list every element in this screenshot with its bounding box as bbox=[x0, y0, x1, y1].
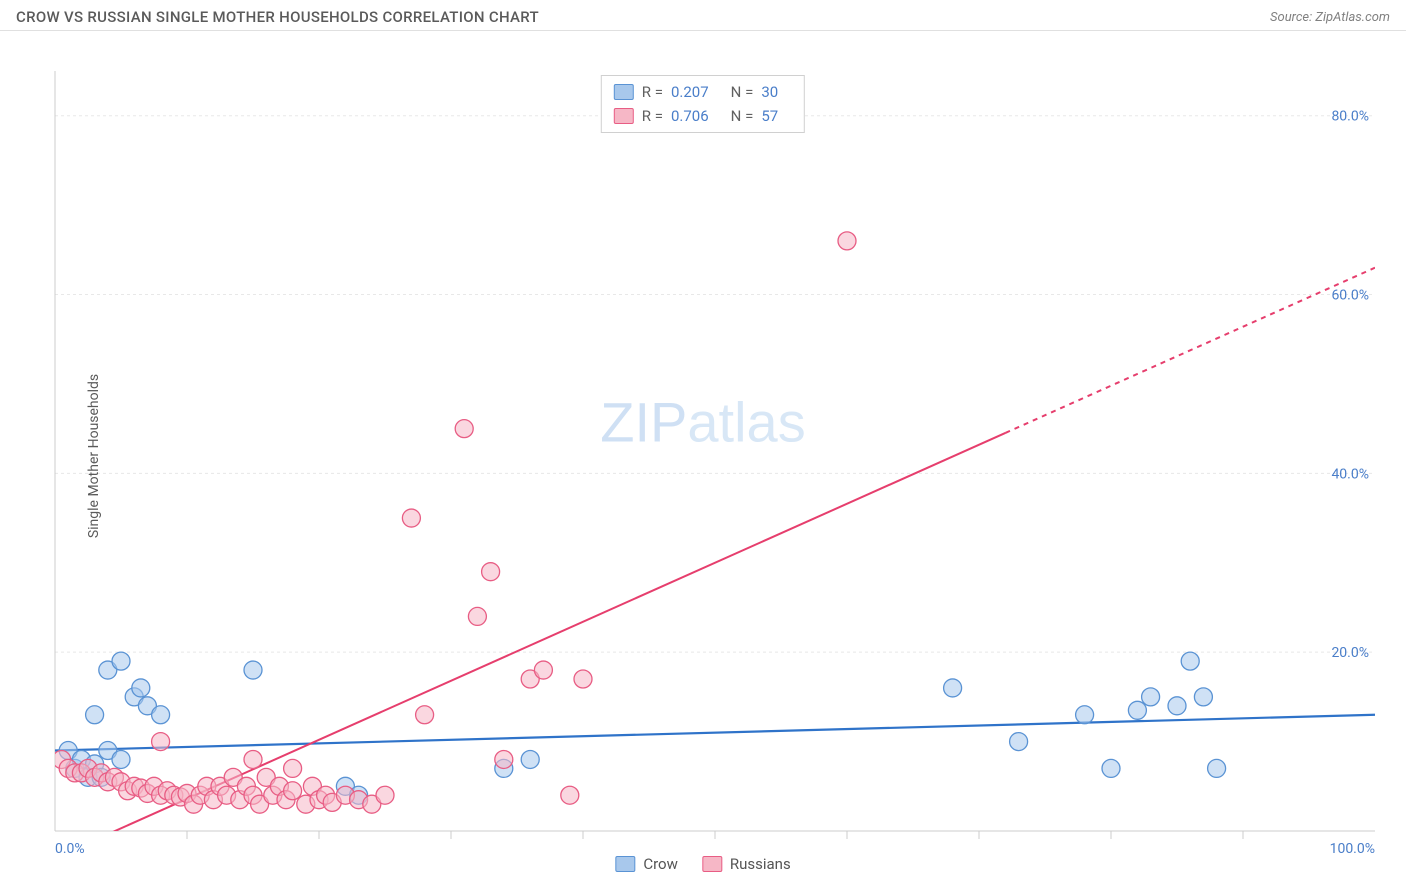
legend-series-label: Russians bbox=[730, 855, 791, 873]
legend-n-label: N = bbox=[731, 80, 754, 104]
svg-text:100.0%: 100.0% bbox=[1330, 841, 1375, 857]
legend-series-item: Crow bbox=[615, 855, 678, 873]
legend-r-label: R = bbox=[642, 80, 663, 104]
svg-text:0.0%: 0.0% bbox=[55, 841, 85, 857]
y-axis-label: Single Mother Households bbox=[86, 374, 102, 538]
legend-r-value: 0.706 bbox=[671, 104, 709, 128]
legend-r-value: 0.207 bbox=[671, 80, 709, 104]
scatter-chart: 20.0% 40.0% 60.0% 80.0% 0.0% 100.0% bbox=[0, 31, 1406, 861]
legend-series-item: Russians bbox=[702, 855, 791, 873]
svg-text:60.0%: 60.0% bbox=[1331, 288, 1369, 304]
legend-correlation-row: R = 0.706 N = 57 bbox=[614, 104, 792, 128]
legend-swatch bbox=[614, 84, 634, 100]
chart-title: CROW VS RUSSIAN SINGLE MOTHER HOUSEHOLDS… bbox=[16, 8, 539, 26]
legend-series-label: Crow bbox=[643, 855, 678, 873]
chart-area: Single Mother Households ZIPatlas 20.0%4… bbox=[0, 31, 1406, 881]
legend-correlation-row: R = 0.207 N = 30 bbox=[614, 80, 792, 104]
legend-n-value: 30 bbox=[761, 80, 778, 104]
legend-r-label: R = bbox=[642, 104, 663, 128]
svg-text:20.0%: 20.0% bbox=[1331, 645, 1369, 661]
source-label: Source: ZipAtlas.com bbox=[1270, 10, 1390, 25]
svg-text:40.0%: 40.0% bbox=[1331, 466, 1369, 482]
legend-swatch bbox=[614, 108, 634, 124]
legend-n-value: 57 bbox=[761, 104, 778, 128]
legend-swatch bbox=[615, 856, 635, 872]
legend-series: Crow Russians bbox=[615, 855, 790, 873]
legend-n-label: N = bbox=[731, 104, 754, 128]
legend-swatch bbox=[702, 856, 722, 872]
svg-text:80.0%: 80.0% bbox=[1331, 109, 1369, 125]
legend-correlation: R = 0.207 N = 30 R = 0.706 N = 57 bbox=[601, 75, 805, 133]
